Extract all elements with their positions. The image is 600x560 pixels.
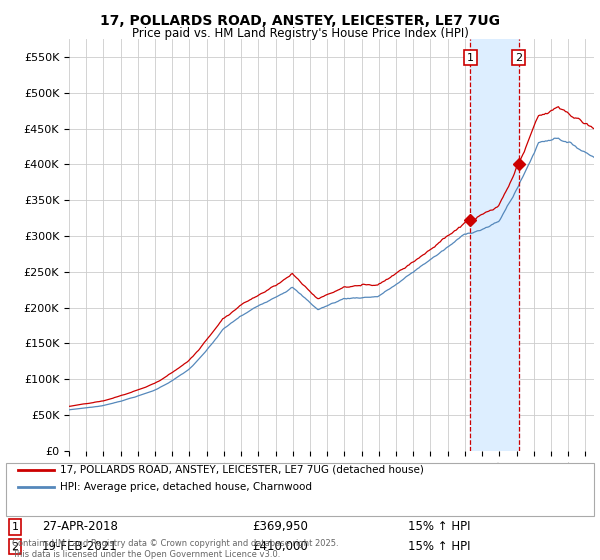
Text: Contains HM Land Registry data © Crown copyright and database right 2025.
This d: Contains HM Land Registry data © Crown c… [12, 539, 338, 559]
Text: £410,000: £410,000 [252, 540, 308, 553]
Text: £369,950: £369,950 [252, 520, 308, 533]
Bar [470, 39, 519, 451]
Text: 17, POLLARDS ROAD, ANSTEY, LEICESTER, LE7 7UG: 17, POLLARDS ROAD, ANSTEY, LEICESTER, LE… [100, 14, 500, 28]
Text: 1: 1 [11, 522, 19, 532]
Text: 27-APR-2018: 27-APR-2018 [42, 520, 118, 533]
Text: 19-FEB-2021: 19-FEB-2021 [42, 540, 118, 553]
Text: 15% ↑ HPI: 15% ↑ HPI [408, 520, 470, 533]
Text: 1: 1 [467, 53, 474, 63]
FancyBboxPatch shape [6, 463, 594, 516]
Text: 2: 2 [11, 542, 19, 552]
Text: Price paid vs. HM Land Registry's House Price Index (HPI): Price paid vs. HM Land Registry's House … [131, 27, 469, 40]
Text: 2: 2 [515, 53, 523, 63]
Text: 17, POLLARDS ROAD, ANSTEY, LEICESTER, LE7 7UG (detached house): 17, POLLARDS ROAD, ANSTEY, LEICESTER, LE… [60, 465, 424, 475]
Text: 15% ↑ HPI: 15% ↑ HPI [408, 540, 470, 553]
Text: HPI: Average price, detached house, Charnwood: HPI: Average price, detached house, Char… [60, 483, 312, 492]
